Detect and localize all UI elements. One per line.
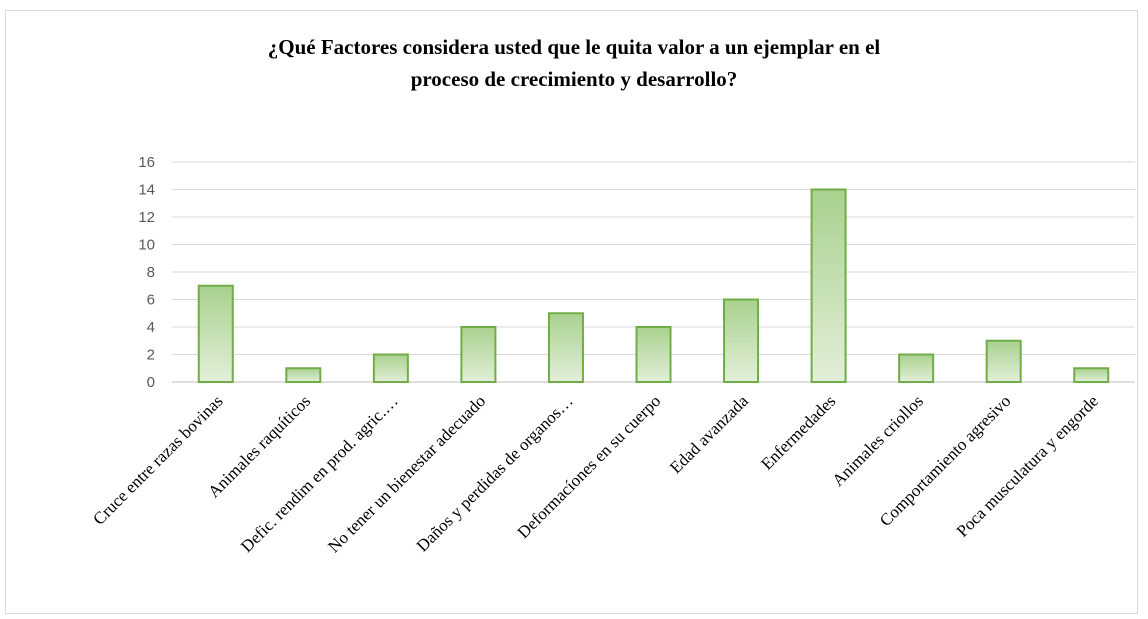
bar (460, 326, 497, 383)
y-tick-label: 10 (138, 237, 155, 254)
x-tick-label: Edad avanzada (666, 391, 752, 477)
chart-title-line-1: ¿Qué Factores considera usted que le qui… (267, 35, 881, 59)
x-tick-label: Deformacíones en su cuerpo (514, 391, 665, 542)
y-tick-label: 12 (138, 209, 155, 226)
y-tick-label: 6 (147, 292, 155, 309)
chart-frame (5, 10, 1138, 614)
y-tick-label: 0 (147, 374, 155, 391)
x-tick-label: Daños y perdidas de organos… (413, 391, 577, 555)
bar (547, 312, 584, 383)
y-tick-label: 2 (147, 347, 155, 364)
bar (810, 188, 847, 383)
y-tick-label: 16 (138, 154, 155, 171)
y-tick-label: 4 (147, 319, 155, 336)
bar (1073, 367, 1110, 383)
y-tick-label: 8 (147, 264, 155, 281)
y-axis-ticks: 0 2 4 6 8 10 12 14 16 (138, 154, 155, 391)
bar (372, 353, 409, 383)
chart-title-line-2: proceso de crecimiento y desarrollo? (410, 67, 738, 91)
y-tick-label: 14 (138, 182, 155, 199)
x-tick-label: Enfermedades (757, 391, 839, 473)
bar (285, 367, 322, 383)
bar (723, 298, 760, 383)
x-tick-label: Cruce entre razas bovinas (89, 391, 226, 528)
bar (985, 339, 1022, 383)
bar (898, 353, 935, 383)
x-tick-label: No tener un bienestar adecuado (324, 391, 489, 556)
bar (635, 326, 672, 383)
chart-title: ¿Qué Factores considera usted que le qui… (0, 31, 1148, 95)
x-tick-label: Defic. rendim en prod. agric.… (237, 391, 402, 556)
x-tick-label: Poca musculatura y engorde (953, 391, 1102, 540)
bar (197, 284, 234, 383)
bars (197, 188, 1110, 383)
x-tick-label: Animales criollos (828, 391, 927, 490)
